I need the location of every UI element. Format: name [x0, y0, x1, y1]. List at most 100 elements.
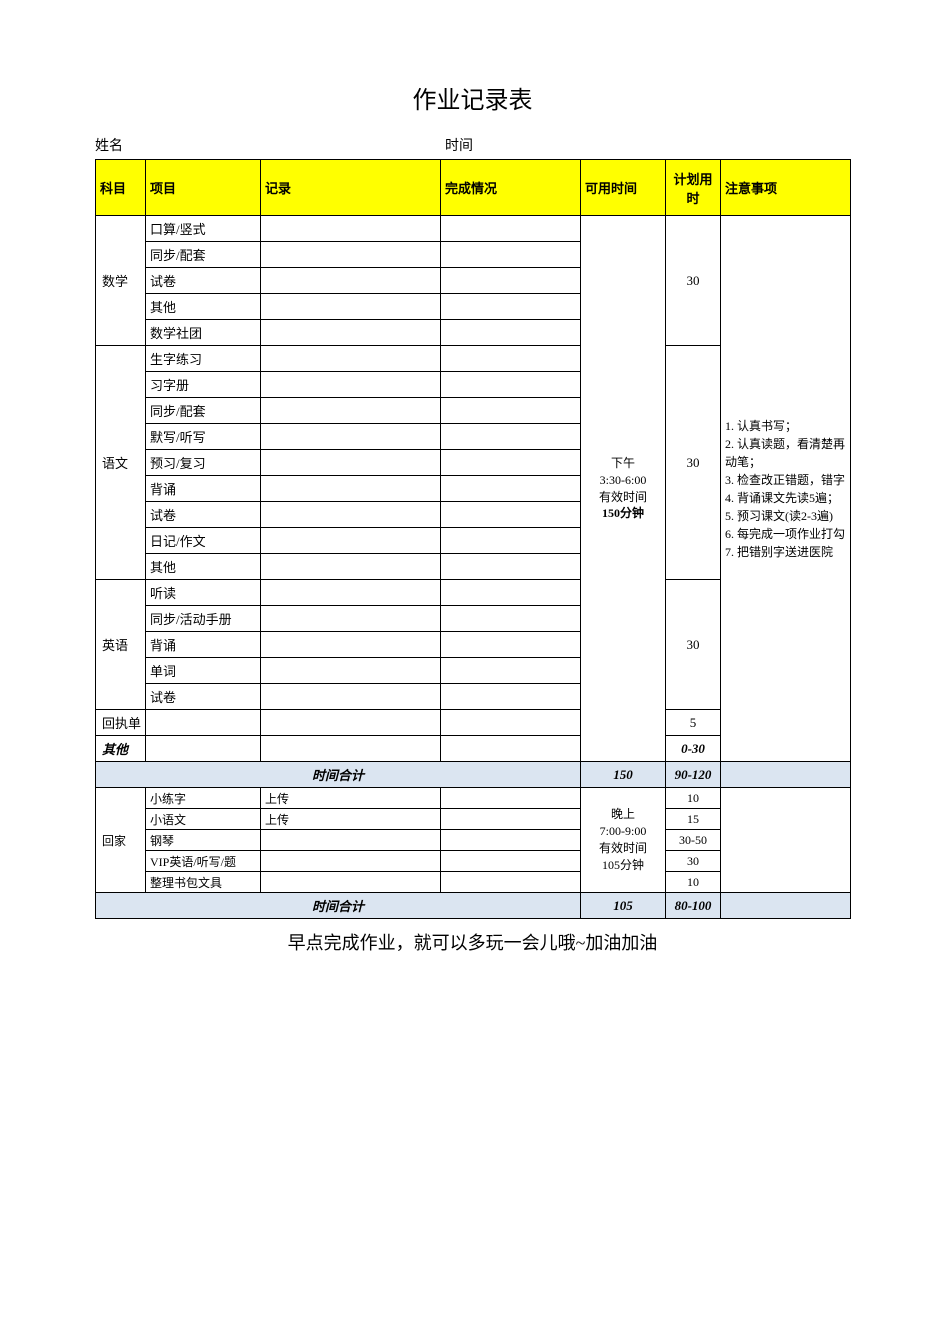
item-cell: 其他 [146, 554, 261, 580]
complete-cell[interactable] [441, 851, 581, 872]
hdr-notes: 注意事项 [721, 160, 851, 216]
record-cell [261, 851, 441, 872]
total2-notes [721, 893, 851, 919]
page-title: 作业记录表 [95, 80, 850, 115]
plan-home-0: 10 [666, 788, 721, 809]
complete-cell[interactable] [441, 320, 581, 346]
item-cell: 听读 [146, 580, 261, 606]
item-cell: 背诵 [146, 632, 261, 658]
complete-cell[interactable] [441, 294, 581, 320]
plan-receipt: 5 [666, 710, 721, 736]
total-row-2: 时间合计 105 80-100 [96, 893, 851, 919]
record-cell[interactable] [261, 710, 441, 736]
plan-home-1: 15 [666, 809, 721, 830]
complete-cell[interactable] [441, 710, 581, 736]
record-cell[interactable] [261, 372, 441, 398]
total2-plan: 80-100 [666, 893, 721, 919]
record-cell[interactable] [261, 658, 441, 684]
complete-cell[interactable] [441, 684, 581, 710]
plan-chinese: 30 [666, 346, 721, 580]
subject-math: 数学 [96, 216, 146, 346]
hdr-record: 记录 [261, 160, 441, 216]
item-cell: 预习/复习 [146, 450, 261, 476]
item-cell[interactable] [146, 710, 261, 736]
item-cell: 小语文 [146, 809, 261, 830]
complete-cell[interactable] [441, 809, 581, 830]
complete-cell[interactable] [441, 528, 581, 554]
record-cell[interactable] [261, 320, 441, 346]
plan-math: 30 [666, 216, 721, 346]
record-cell[interactable] [261, 736, 441, 762]
item-cell: 同步/配套 [146, 242, 261, 268]
hdr-item: 项目 [146, 160, 261, 216]
total2-avail: 105 [581, 893, 666, 919]
record-cell[interactable] [261, 476, 441, 502]
complete-cell[interactable] [441, 242, 581, 268]
complete-cell[interactable] [441, 398, 581, 424]
item-cell: 其他 [146, 294, 261, 320]
record-cell[interactable] [261, 450, 441, 476]
record-cell[interactable] [261, 346, 441, 372]
record-cell[interactable] [261, 580, 441, 606]
complete-cell[interactable] [441, 476, 581, 502]
record-cell[interactable] [261, 684, 441, 710]
record-cell[interactable] [261, 528, 441, 554]
complete-cell[interactable] [441, 424, 581, 450]
hdr-planned: 计划用时 [666, 160, 721, 216]
record-cell[interactable] [261, 632, 441, 658]
record-cell[interactable] [261, 606, 441, 632]
item-cell[interactable] [146, 736, 261, 762]
complete-cell[interactable] [441, 736, 581, 762]
total1-notes [721, 762, 851, 788]
complete-cell[interactable] [441, 502, 581, 528]
record-cell[interactable] [261, 554, 441, 580]
item-cell: 单词 [146, 658, 261, 684]
item-cell: 试卷 [146, 684, 261, 710]
record-cell[interactable] [261, 424, 441, 450]
complete-cell[interactable] [441, 606, 581, 632]
item-cell: 试卷 [146, 502, 261, 528]
total1-plan: 90-120 [666, 762, 721, 788]
record-cell[interactable] [261, 216, 441, 242]
complete-cell[interactable] [441, 658, 581, 684]
table-row: 回家 小练字 上传 晚上 7:00-9:00 有效时间 105分钟 10 [96, 788, 851, 809]
complete-cell[interactable] [441, 788, 581, 809]
complete-cell[interactable] [441, 268, 581, 294]
complete-cell[interactable] [441, 372, 581, 398]
item-cell: 背诵 [146, 476, 261, 502]
record-cell[interactable] [261, 242, 441, 268]
item-cell: 数学社团 [146, 320, 261, 346]
total1-label: 时间合计 [96, 762, 581, 788]
total2-label: 时间合计 [96, 893, 581, 919]
complete-cell[interactable] [441, 872, 581, 893]
record-cell[interactable] [261, 502, 441, 528]
complete-cell[interactable] [441, 580, 581, 606]
item-cell: 日记/作文 [146, 528, 261, 554]
complete-cell[interactable] [441, 346, 581, 372]
item-cell: 口算/竖式 [146, 216, 261, 242]
record-cell[interactable] [261, 294, 441, 320]
record-cell: 上传 [261, 809, 441, 830]
home-notes [721, 788, 851, 893]
record-cell[interactable] [261, 268, 441, 294]
plan-home-2: 30-50 [666, 830, 721, 851]
time-label: 时间 [445, 135, 473, 155]
plan-home-3: 30 [666, 851, 721, 872]
homework-table: 科目 项目 记录 完成情况 可用时间 计划用时 注意事项 数学 口算/竖式 下午… [95, 159, 851, 919]
item-cell: 小练字 [146, 788, 261, 809]
record-cell[interactable] [261, 398, 441, 424]
record-cell [261, 830, 441, 851]
notes-cell: 1. 认真书写； 2. 认真读题，看清楚再动笔； 3. 检查改正错题，错字 4.… [721, 216, 851, 762]
complete-cell[interactable] [441, 554, 581, 580]
complete-cell[interactable] [441, 450, 581, 476]
footer-message: 早点完成作业，就可以多玩一会儿哦~加油加油 [95, 929, 850, 955]
name-label: 姓名 [95, 135, 445, 155]
plan-home-4: 10 [666, 872, 721, 893]
item-cell: 习字册 [146, 372, 261, 398]
afternoon-available: 下午 3:30-6:00 有效时间 150分钟 [581, 216, 666, 762]
complete-cell[interactable] [441, 632, 581, 658]
header-row: 科目 项目 记录 完成情况 可用时间 计划用时 注意事项 [96, 160, 851, 216]
complete-cell[interactable] [441, 830, 581, 851]
complete-cell[interactable] [441, 216, 581, 242]
item-cell: 默写/听写 [146, 424, 261, 450]
